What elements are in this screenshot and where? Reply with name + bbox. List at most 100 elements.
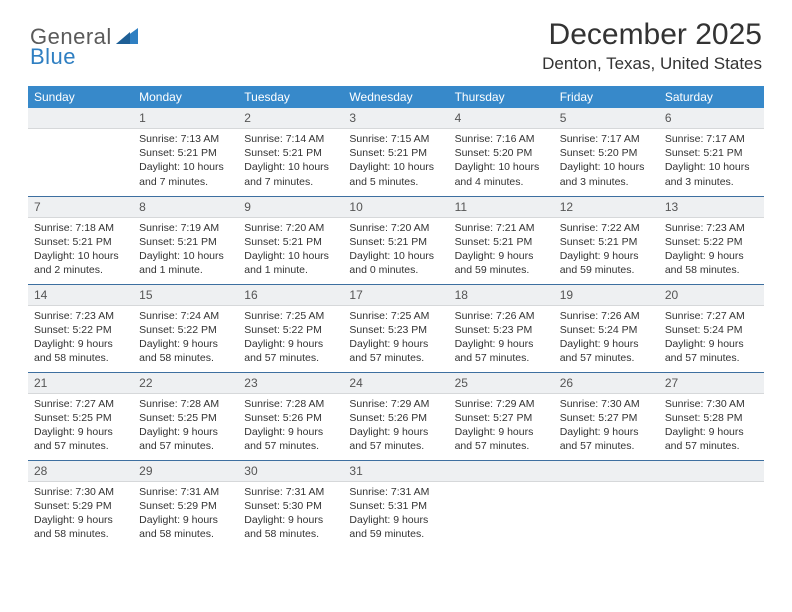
sunrise-text: Sunrise: 7:30 AM <box>560 397 653 411</box>
sunrise-text: Sunrise: 7:26 AM <box>560 309 653 323</box>
calendar-cell: 2Sunrise: 7:14 AMSunset: 5:21 PMDaylight… <box>238 108 343 196</box>
daylight-text: Daylight: 10 hours and 3 minutes. <box>560 160 653 188</box>
day-details <box>28 129 133 138</box>
calendar-cell: 11Sunrise: 7:21 AMSunset: 5:21 PMDayligh… <box>449 196 554 284</box>
daylight-text: Daylight: 9 hours and 58 minutes. <box>665 249 758 277</box>
day-number <box>659 461 764 482</box>
sunset-text: Sunset: 5:21 PM <box>349 146 442 160</box>
daylight-text: Daylight: 9 hours and 57 minutes. <box>455 337 548 365</box>
day-number: 21 <box>28 373 133 394</box>
day-number: 9 <box>238 197 343 218</box>
sunset-text: Sunset: 5:22 PM <box>139 323 232 337</box>
day-details: Sunrise: 7:19 AMSunset: 5:21 PMDaylight:… <box>133 218 238 284</box>
sunset-text: Sunset: 5:21 PM <box>139 235 232 249</box>
day-number: 27 <box>659 373 764 394</box>
dayname-sunday: Sunday <box>28 86 133 108</box>
daylight-text: Daylight: 9 hours and 59 minutes. <box>455 249 548 277</box>
day-number: 15 <box>133 285 238 306</box>
daylight-text: Daylight: 10 hours and 4 minutes. <box>455 160 548 188</box>
sunrise-text: Sunrise: 7:24 AM <box>139 309 232 323</box>
daylight-text: Daylight: 9 hours and 57 minutes. <box>349 337 442 365</box>
calendar-header-row: Sunday Monday Tuesday Wednesday Thursday… <box>28 86 764 108</box>
calendar-cell: 15 Sunrise: 7:24 AMSunset: 5:22 PMDayligh… <box>133 284 238 372</box>
sunrise-text: Sunrise: 7:23 AM <box>34 309 127 323</box>
day-details: Sunrise: 7:30 AMSunset: 5:27 PMDaylight:… <box>554 394 659 460</box>
calendar-cell: 17Sunrise: 7:25 AMSunset: 5:23 PMDayligh… <box>343 284 448 372</box>
day-number: 25 <box>449 373 554 394</box>
calendar-cell: 24Sunrise: 7:29 AMSunset: 5:26 PMDayligh… <box>343 372 448 460</box>
calendar-cell: 7Sunrise: 7:18 AMSunset: 5:21 PMDaylight… <box>28 196 133 284</box>
sunrise-text: Sunrise: 7:13 AM <box>139 132 232 146</box>
sunrise-text: Sunrise: 7:19 AM <box>139 221 232 235</box>
calendar-cell <box>659 460 764 548</box>
sunset-text: Sunset: 5:23 PM <box>455 323 548 337</box>
sunset-text: Sunset: 5:29 PM <box>139 499 232 513</box>
logo-triangle-icon <box>116 26 138 49</box>
day-details: Sunrise: 7:26 AMSunset: 5:24 PMDaylight:… <box>554 306 659 372</box>
day-details: Sunrise: 7:20 AMSunset: 5:21 PMDaylight:… <box>343 218 448 284</box>
daylight-text: Daylight: 9 hours and 58 minutes. <box>139 337 232 365</box>
sunset-text: Sunset: 5:24 PM <box>665 323 758 337</box>
dayname-thursday: Thursday <box>449 86 554 108</box>
day-details: Sunrise: 7:17 AMSunset: 5:20 PMDaylight:… <box>554 129 659 195</box>
daylight-text: Daylight: 9 hours and 59 minutes. <box>560 249 653 277</box>
daylight-text: Daylight: 10 hours and 5 minutes. <box>349 160 442 188</box>
daylight-text: Daylight: 10 hours and 1 minute. <box>244 249 337 277</box>
page-header: General December 2025 Denton, Texas, Uni… <box>0 0 792 78</box>
sunset-text: Sunset: 5:21 PM <box>665 146 758 160</box>
calendar-cell <box>449 460 554 548</box>
sunset-text: Sunset: 5:26 PM <box>244 411 337 425</box>
day-number: 18 <box>449 285 554 306</box>
sunset-text: Sunset: 5:22 PM <box>665 235 758 249</box>
calendar-cell: 1Sunrise: 7:13 AMSunset: 5:21 PMDaylight… <box>133 108 238 196</box>
sunrise-text: Sunrise: 7:28 AM <box>244 397 337 411</box>
sunset-text: Sunset: 5:21 PM <box>244 146 337 160</box>
sunset-text: Sunset: 5:27 PM <box>455 411 548 425</box>
dayname-tuesday: Tuesday <box>238 86 343 108</box>
sunrise-text: Sunrise: 7:21 AM <box>455 221 548 235</box>
sunrise-text: Sunrise: 7:18 AM <box>34 221 127 235</box>
calendar-week-row: 28Sunrise: 7:30 AMSunset: 5:29 PMDayligh… <box>28 460 764 548</box>
day-number: 19 <box>554 285 659 306</box>
title-block: December 2025 Denton, Texas, United Stat… <box>542 18 762 74</box>
daylight-text: Daylight: 9 hours and 57 minutes. <box>34 425 127 453</box>
sunset-text: Sunset: 5:28 PM <box>665 411 758 425</box>
sunrise-text: Sunrise: 7:27 AM <box>34 397 127 411</box>
sunrise-text: Sunrise: 7:25 AM <box>244 309 337 323</box>
day-details: Sunrise: 7:28 AMSunset: 5:26 PMDaylight:… <box>238 394 343 460</box>
sunset-text: Sunset: 5:21 PM <box>455 235 548 249</box>
day-details: Sunrise: 7:18 AMSunset: 5:21 PMDaylight:… <box>28 218 133 284</box>
sunrise-text: Sunrise: 7:31 AM <box>139 485 232 499</box>
calendar-cell: 6Sunrise: 7:17 AMSunset: 5:21 PMDaylight… <box>659 108 764 196</box>
sunrise-text: Sunrise: 7:15 AM <box>349 132 442 146</box>
day-number: 23 <box>238 373 343 394</box>
sunset-text: Sunset: 5:23 PM <box>349 323 442 337</box>
daylight-text: Daylight: 9 hours and 58 minutes. <box>34 513 127 541</box>
day-details: Sunrise: 7:27 AMSunset: 5:25 PMDaylight:… <box>28 394 133 460</box>
day-number: 22 <box>133 373 238 394</box>
dayname-wednesday: Wednesday <box>343 86 448 108</box>
calendar-cell: 12Sunrise: 7:22 AMSunset: 5:21 PMDayligh… <box>554 196 659 284</box>
calendar-week-row: 7Sunrise: 7:18 AMSunset: 5:21 PMDaylight… <box>28 196 764 284</box>
calendar-cell: 25Sunrise: 7:29 AMSunset: 5:27 PMDayligh… <box>449 372 554 460</box>
calendar-cell: 28Sunrise: 7:30 AMSunset: 5:29 PMDayligh… <box>28 460 133 548</box>
calendar-week-row: 14Sunrise: 7:23 AMSunset: 5:22 PMDayligh… <box>28 284 764 372</box>
calendar-cell: 27Sunrise: 7:30 AMSunset: 5:28 PMDayligh… <box>659 372 764 460</box>
sunrise-text: Sunrise: 7:29 AM <box>349 397 442 411</box>
sunset-text: Sunset: 5:31 PM <box>349 499 442 513</box>
day-number: 16 <box>238 285 343 306</box>
day-number: 5 <box>554 108 659 129</box>
day-number <box>28 108 133 129</box>
sunrise-text: Sunrise: 7:14 AM <box>244 132 337 146</box>
calendar-cell: 10Sunrise: 7:20 AMSunset: 5:21 PMDayligh… <box>343 196 448 284</box>
daylight-text: Daylight: 10 hours and 3 minutes. <box>665 160 758 188</box>
day-details: Sunrise: 7:31 AMSunset: 5:30 PMDaylight:… <box>238 482 343 548</box>
calendar-cell <box>28 108 133 196</box>
day-number: 30 <box>238 461 343 482</box>
day-details: Sunrise: 7:29 AMSunset: 5:27 PMDaylight:… <box>449 394 554 460</box>
daylight-text: Daylight: 10 hours and 1 minute. <box>139 249 232 277</box>
day-details: Sunrise: 7:15 AMSunset: 5:21 PMDaylight:… <box>343 129 448 195</box>
sunrise-text: Sunrise: 7:16 AM <box>455 132 548 146</box>
daylight-text: Daylight: 9 hours and 57 minutes. <box>665 337 758 365</box>
day-details <box>449 482 554 491</box>
